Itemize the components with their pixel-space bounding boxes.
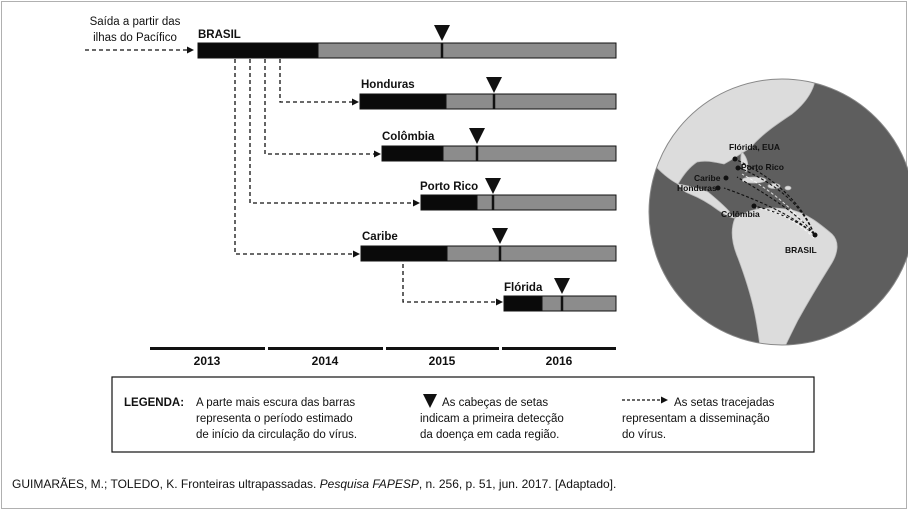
map-label-florida: Flórida, EUA	[729, 142, 780, 152]
bar-light-honduras	[445, 93, 617, 110]
caption-journal: Pesquisa FAPESP	[319, 477, 419, 491]
region-label-brasil: BRASIL	[198, 29, 241, 41]
bar-dark-brasil	[197, 42, 319, 59]
year-segment-2013	[150, 347, 265, 350]
legend-col1-line1: A parte mais escura das barras	[196, 397, 356, 409]
region-label-porto-rico: Porto Rico	[420, 181, 478, 193]
year-label-2016: 2016	[546, 354, 573, 368]
connector-florida	[402, 264, 496, 303]
year-segment-2015	[386, 347, 499, 350]
caption-rest: , n. 256, p. 51, jun. 2017. [Adaptado].	[418, 477, 617, 491]
arrowhead-colombia	[374, 150, 381, 158]
bar-light-brasil	[317, 42, 617, 59]
legend-col3-first: As setas tracejadas	[674, 397, 775, 409]
source-caption: GUIMARÃES, M.; TOLEDO, K. Fronteiras ult…	[12, 477, 616, 491]
origin-arrowhead	[187, 46, 194, 54]
region-label-florida: Flórida	[504, 282, 543, 294]
detection-arrowhead-caribe	[492, 228, 508, 244]
detection-arrowhead-brasil	[434, 25, 450, 41]
detection-arrowhead-florida	[554, 278, 570, 294]
bar-dark-florida	[503, 295, 543, 312]
arrowhead-porto-rico	[413, 199, 420, 207]
region-label-caribe: Caribe	[362, 231, 398, 243]
map-points	[715, 156, 818, 238]
region-label-honduras: Honduras	[361, 79, 415, 91]
year-segment-2016	[502, 347, 616, 350]
land-south-america	[731, 207, 838, 345]
bar-dark-caribe	[360, 245, 448, 262]
detection-arrowhead-colombia	[469, 128, 485, 144]
globe-outline	[648, 78, 910, 346]
legend-col2-rest: indicam a primeira detecção da doença em…	[420, 411, 595, 443]
legend-col3-line3: do vírus.	[622, 429, 667, 441]
map-label-honduras: Honduras	[677, 183, 717, 193]
legend-col1: A parte mais escura das barras represent…	[196, 395, 386, 443]
bar-light-florida	[541, 295, 617, 312]
map-spread-arrows	[723, 159, 815, 235]
legend-col2-first: As cabeças de setas	[442, 397, 549, 409]
connector-honduras	[279, 59, 352, 103]
connector-porto-rico	[249, 59, 413, 204]
connector-colombia	[264, 59, 374, 155]
legend-box	[111, 376, 815, 453]
arrowhead-honduras	[352, 98, 359, 106]
map-label-colombia: Colômbia	[721, 209, 760, 219]
map-label-caribe: Caribe	[694, 173, 721, 183]
region-label-colombia: Colômbia	[382, 131, 435, 143]
land-florida	[740, 151, 749, 173]
globe-map: Flórida, EUA Porto Rico Caribe Honduras …	[648, 78, 910, 346]
spread-connectors	[234, 59, 496, 303]
legend-title: LEGENDA:	[124, 397, 185, 409]
year-segment-2014	[268, 347, 383, 350]
detection-arrowhead-honduras	[486, 77, 502, 93]
bar-light-porto-rico	[476, 194, 617, 211]
connector-caribe	[234, 59, 353, 255]
caption-authors: GUIMARÃES, M.; TOLEDO, K. Fronteiras ult…	[12, 477, 320, 491]
bar-dark-honduras	[359, 93, 447, 110]
year-axis	[150, 347, 616, 350]
map-label-brasil: BRASIL	[785, 245, 817, 255]
bar-light-colombia	[442, 145, 617, 162]
legend-col1-line3: de início da circulação do vírus.	[196, 429, 358, 441]
legend-col3-rest: representam a disseminação do vírus.	[622, 411, 807, 443]
legend-col3-line2: representam a disseminação	[622, 413, 770, 425]
legend-col1-line2: representa o período estimado	[196, 413, 353, 425]
legend-dashed-arrowhead-icon	[661, 396, 668, 404]
year-label-2015: 2015	[429, 354, 456, 368]
legend-col2-line2: indicam a primeira detecção	[420, 413, 564, 425]
year-label-2013: 2013	[194, 354, 221, 368]
land-puerto-rico	[784, 185, 792, 191]
legend-arrowhead-icon	[423, 394, 437, 408]
detection-arrowhead-porto-rico	[485, 178, 501, 194]
arrowhead-caribe	[353, 250, 360, 258]
bar-dark-porto-rico	[420, 194, 478, 211]
arrowhead-florida	[496, 298, 503, 306]
origin-label-line2: ilhas do Pacífico	[93, 32, 177, 44]
map-label-porto-rico: Porto Rico	[741, 162, 784, 172]
origin-label-line1: Saída a partir das	[90, 16, 181, 28]
bar-dark-colombia	[381, 145, 444, 162]
legend-col2-line3: da doença em cada região.	[420, 429, 560, 441]
bar-light-caribe	[446, 245, 617, 262]
year-label-2014: 2014	[312, 354, 339, 368]
